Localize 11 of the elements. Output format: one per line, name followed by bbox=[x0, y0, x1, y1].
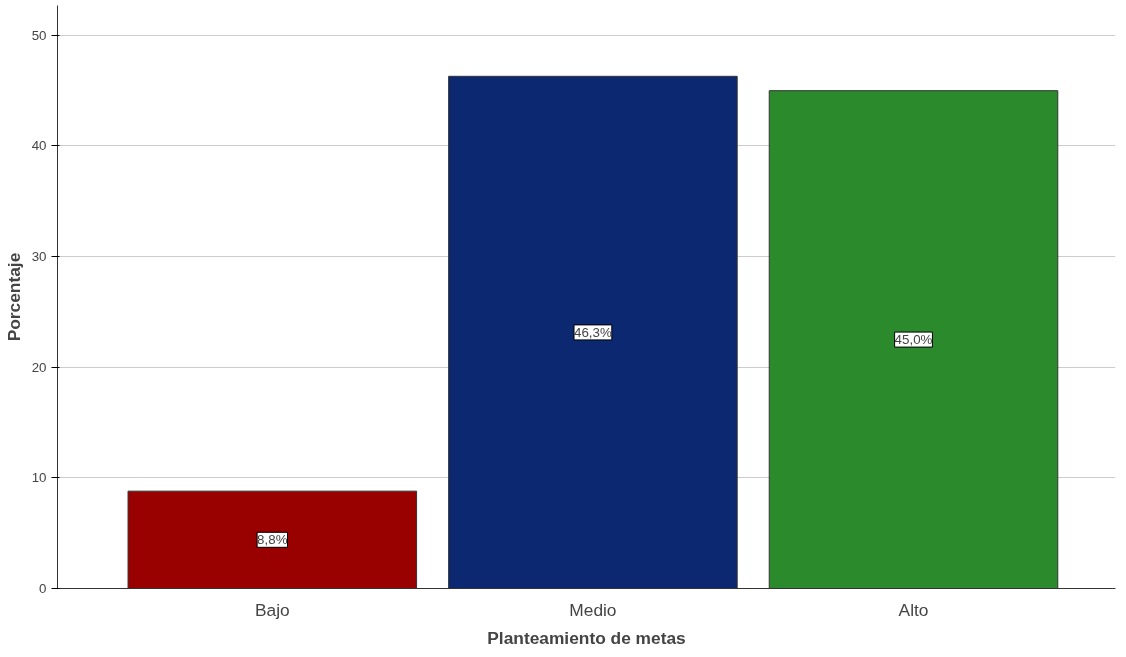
y-tick-label: 20 bbox=[31, 359, 47, 375]
y-axis-title: Porcentaje bbox=[3, 252, 24, 342]
x-tick-label: Bajo bbox=[254, 599, 290, 620]
y-tick-label: 10 bbox=[31, 470, 47, 486]
x-axis-title: Planteamiento de metas bbox=[487, 627, 686, 648]
y-tick-label: 50 bbox=[31, 27, 47, 43]
x-tick-label: Medio bbox=[569, 599, 617, 620]
y-tick-label: 40 bbox=[31, 138, 47, 154]
y-tick-label: 0 bbox=[39, 581, 47, 596]
x-tick-label: Alto bbox=[898, 599, 929, 620]
y-tick-label: 30 bbox=[31, 249, 47, 265]
